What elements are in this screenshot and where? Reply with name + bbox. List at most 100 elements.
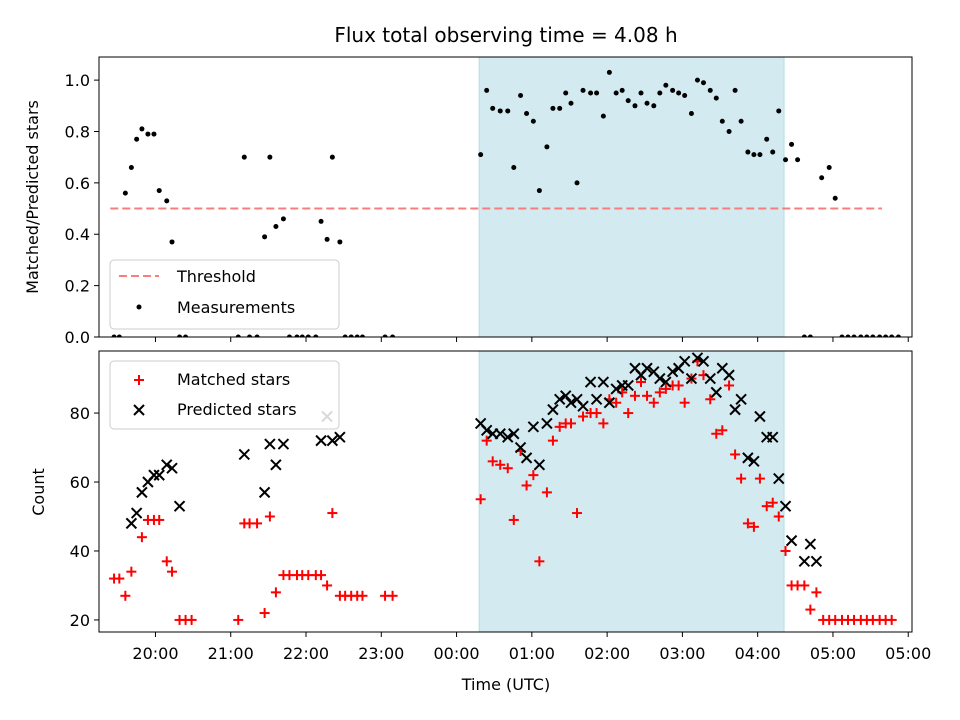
count-y-tick-label: 20 [70, 611, 90, 630]
predicted-star-point [697, 355, 710, 368]
measurement-point [116, 334, 122, 337]
predicted-star-point [685, 372, 698, 385]
measurement-point [783, 157, 789, 163]
measurement-point [337, 239, 343, 245]
measurement-point [324, 236, 330, 242]
predicted-star-point [264, 438, 276, 450]
count-x-tick-label: 05:00 [885, 644, 931, 663]
matched-star-point [521, 480, 532, 491]
matched-star-point [767, 497, 778, 508]
matched-star-point [114, 573, 125, 584]
measurement-point [600, 113, 606, 119]
predicted-star-point [735, 393, 747, 405]
predicted-star-point [173, 500, 186, 512]
count-x-tick-label: 22:00 [283, 644, 329, 663]
legend-matched-label: Matched stars [177, 370, 290, 389]
predicted-star-point [729, 403, 741, 416]
matched-star-point [154, 514, 165, 525]
matched-star-point [636, 377, 646, 388]
measurement-point [299, 334, 305, 337]
matched-star-point [799, 580, 810, 591]
count-shaded-region [479, 351, 785, 632]
measurement-point [111, 334, 117, 337]
measurement-point [128, 164, 134, 170]
measurement-point [169, 239, 175, 245]
measurement-point [177, 334, 183, 337]
count-x-tick-label: 20:00 [132, 644, 178, 663]
measurement-point [688, 111, 694, 117]
measurement-point [348, 334, 354, 337]
matched-star-point [629, 390, 640, 401]
count-y-axis-title: Count [29, 468, 48, 516]
matched-star-point [679, 397, 690, 408]
matched-star-point [534, 556, 545, 567]
measurement-point [644, 100, 650, 106]
measurement-point [490, 105, 496, 111]
matched-star-point [270, 587, 281, 598]
count-y-tick-label: 80 [70, 404, 90, 423]
measurement-point [726, 128, 732, 134]
measurement-point [550, 105, 556, 111]
measurement-point [145, 131, 151, 137]
predicted-star-point [520, 452, 533, 464]
count-legend: Matched stars Predicted stars [109, 360, 340, 430]
measurement-point [241, 154, 247, 160]
predicted-star-point [238, 448, 250, 461]
measurement-point [877, 334, 883, 337]
measurement-point [738, 118, 744, 124]
predicted-star-point [691, 352, 704, 364]
ratio-y-axis-title: Matched/Predicted stars [23, 100, 42, 294]
matched-star-point [623, 408, 634, 419]
measurement-point [390, 334, 396, 337]
predicted-star-point [666, 365, 679, 378]
predicted-star-point [125, 517, 138, 530]
ratio-y-tick-label: 1.0 [65, 71, 90, 90]
matched-star-point [591, 408, 602, 419]
matched-star-point [475, 494, 486, 505]
matched-star-point [642, 390, 653, 401]
predicted-star-point [641, 362, 653, 374]
measurement-point [134, 136, 140, 142]
predicted-star-point [723, 369, 735, 381]
measurement-point [732, 87, 738, 93]
measurement-point [267, 154, 273, 160]
ratio-panel: 0.0 0.2 0.4 0.6 0.8 1.0 Matched/Predicted sta… [23, 56, 913, 347]
ratio-y-tick-label: 0.8 [65, 122, 90, 141]
measurement-point [757, 152, 763, 158]
matched-star-point [780, 545, 791, 556]
measurement-point [557, 105, 563, 111]
measurement-point [580, 87, 586, 93]
ratio-shaded-region [479, 57, 785, 337]
predicted-star-point [810, 555, 823, 568]
matched-star-point [811, 587, 822, 598]
measurement-point [770, 149, 776, 155]
measurement-point [889, 334, 895, 337]
matched-star-point [387, 590, 398, 601]
predicted-star-point [270, 459, 282, 471]
measurement-point [619, 87, 625, 93]
measurement-point [568, 100, 574, 106]
measurement-point [183, 334, 189, 337]
measurement-point [151, 131, 157, 137]
measurement-point [606, 69, 612, 75]
predicted-star-point [804, 538, 817, 550]
matched-star-point [730, 449, 741, 460]
predicted-star-point [779, 500, 792, 512]
matched-star-point [487, 456, 498, 467]
predicted-star-point [533, 459, 546, 471]
measurement-point [676, 90, 682, 96]
matched-star-point [754, 473, 765, 484]
measurement-point [657, 90, 663, 96]
measurement-point [574, 180, 580, 186]
predicted-star-point [710, 386, 722, 399]
count-y-tick-label: 60 [70, 473, 90, 492]
matched-star-point [611, 397, 622, 408]
predicted-star-point [277, 438, 290, 450]
measurement-point [801, 334, 807, 337]
matched-star-point [761, 501, 772, 512]
measurement-point [670, 87, 676, 93]
measurement-point [625, 98, 631, 104]
ratio-legend: Threshold Measurements [109, 259, 340, 330]
measurement-point [164, 198, 170, 204]
